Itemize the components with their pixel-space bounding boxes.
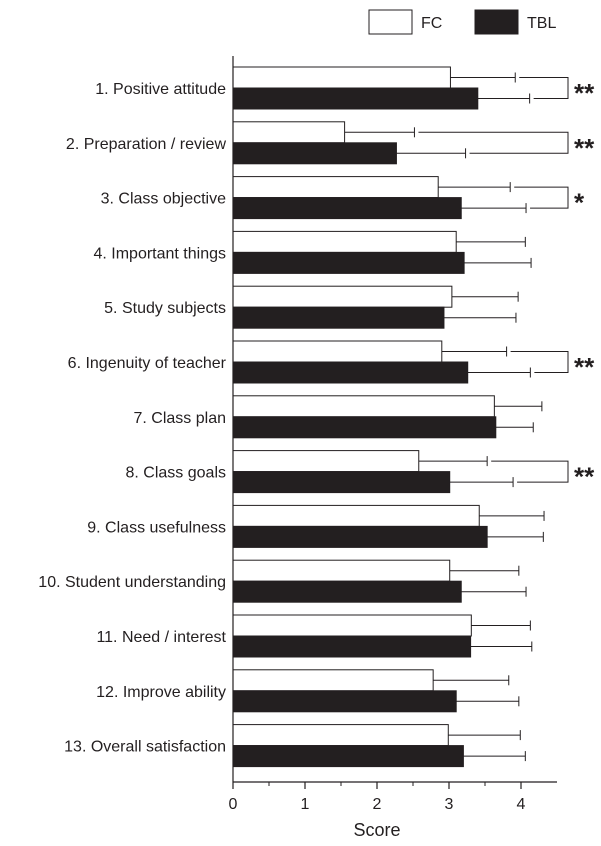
x-tick-label: 3 bbox=[445, 796, 454, 813]
bar-fc bbox=[233, 615, 471, 636]
significance-marker: ** bbox=[574, 133, 595, 163]
bar-fc bbox=[233, 286, 452, 307]
significance-marker: ** bbox=[574, 78, 595, 108]
x-tick-label: 4 bbox=[517, 796, 526, 813]
bar-tbl bbox=[233, 252, 464, 273]
bar-tbl bbox=[233, 526, 487, 547]
bar-tbl bbox=[233, 746, 463, 767]
bar-fc bbox=[233, 670, 433, 691]
legend: FC TBL bbox=[369, 10, 556, 34]
bar-tbl bbox=[233, 472, 450, 493]
significance-marker: * bbox=[574, 188, 585, 218]
significance-marker: ** bbox=[574, 462, 595, 492]
category-label: 12. Improve ability bbox=[96, 684, 226, 701]
category-label: 5. Study subjects bbox=[104, 300, 226, 317]
category-label: 9. Class usefulness bbox=[87, 519, 226, 536]
bar-tbl bbox=[233, 307, 444, 328]
category-label: 8. Class goals bbox=[126, 465, 227, 482]
legend-fc-swatch bbox=[369, 10, 412, 34]
bar-tbl bbox=[233, 417, 496, 438]
legend-tbl-label: TBL bbox=[527, 15, 556, 32]
bar-fc bbox=[233, 341, 442, 362]
bar-fc bbox=[233, 505, 479, 526]
bar-fc bbox=[233, 177, 438, 198]
bars-layer bbox=[233, 67, 496, 767]
x-tick-label: 0 bbox=[229, 796, 238, 813]
category-labels: 1. Positive attitude 2. Preparation / rev… bbox=[38, 81, 226, 756]
category-label: 10. Student understanding bbox=[38, 574, 226, 591]
significance-bracket bbox=[511, 352, 568, 373]
category-label: 1. Positive attitude bbox=[95, 81, 226, 98]
legend-fc-label: FC bbox=[421, 15, 442, 32]
bar-tbl bbox=[233, 362, 468, 383]
x-tick-label: 2 bbox=[373, 796, 382, 813]
bar-fc bbox=[233, 231, 456, 252]
bar-tbl bbox=[233, 198, 461, 219]
significance-marker: ** bbox=[574, 352, 595, 382]
category-label: 3. Class objective bbox=[101, 191, 226, 208]
category-label: 4. Important things bbox=[93, 245, 226, 262]
significance-bracket bbox=[418, 132, 568, 153]
bar-fc bbox=[233, 560, 450, 581]
bar-fc bbox=[233, 725, 448, 746]
bar-fc bbox=[233, 451, 419, 472]
significance-bracket bbox=[491, 461, 568, 482]
bar-fc bbox=[233, 396, 494, 417]
bar-tbl bbox=[233, 636, 471, 657]
category-label: 13. Overall satisfaction bbox=[64, 739, 226, 756]
bar-fc bbox=[233, 122, 345, 143]
category-label: 2. Preparation / review bbox=[66, 136, 227, 153]
bar-tbl bbox=[233, 581, 461, 602]
category-label: 11. Need / interest bbox=[96, 629, 226, 646]
bar-tbl bbox=[233, 143, 396, 164]
bar-tbl bbox=[233, 691, 456, 712]
bar-fc bbox=[233, 67, 450, 88]
legend-tbl-swatch bbox=[475, 10, 518, 34]
significance-bracket bbox=[519, 78, 568, 99]
category-label: 6. Ingenuity of teacher bbox=[68, 355, 227, 372]
significance-bracket bbox=[514, 187, 568, 208]
x-tick-label: 1 bbox=[301, 796, 310, 813]
bar-tbl bbox=[233, 88, 478, 109]
category-label: 7. Class plan bbox=[134, 410, 227, 427]
x-axis-title: Score bbox=[353, 820, 400, 840]
